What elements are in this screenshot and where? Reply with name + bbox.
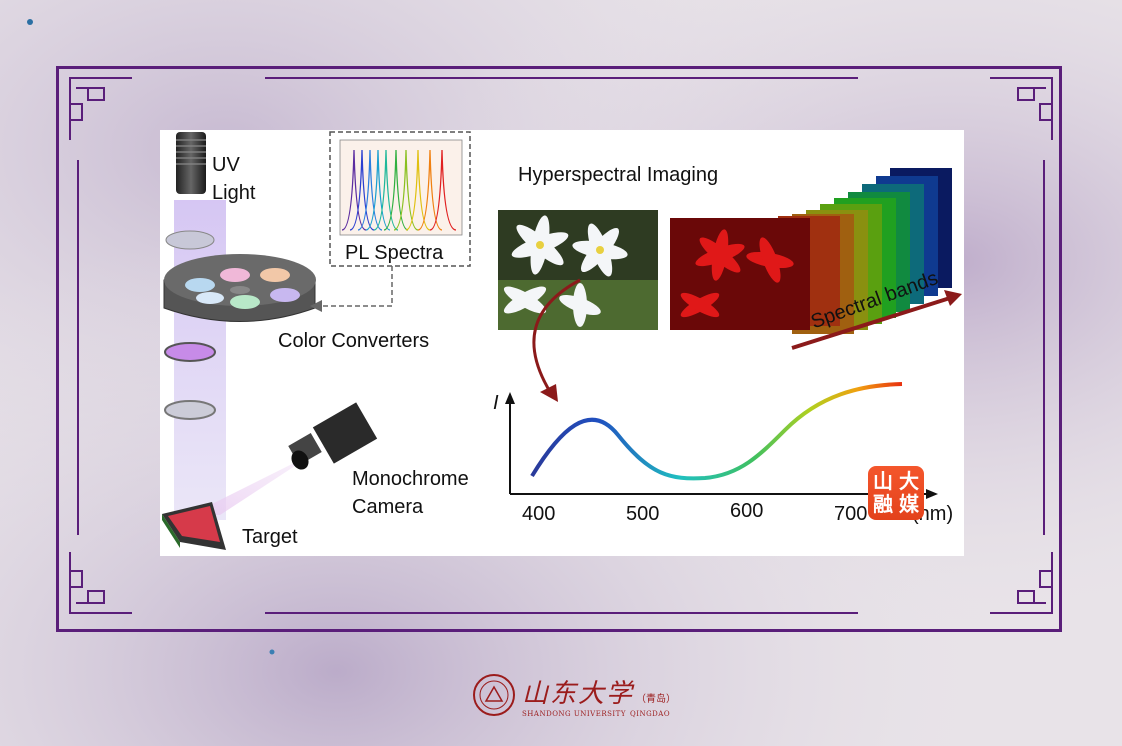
- flower-photo: [498, 210, 658, 330]
- light-label: Light: [212, 182, 256, 204]
- uv-label: UV: [212, 154, 240, 176]
- target-icon: [162, 502, 226, 550]
- tick-400: 400: [522, 503, 556, 525]
- university-logo: 山东大学 （青岛） SHANDONG UNIVERSITY QINGDAO: [472, 672, 676, 718]
- badge-char: 媒: [899, 492, 919, 516]
- badge-char: 山: [873, 469, 893, 493]
- decorative-frame: [56, 66, 1062, 632]
- campus-name-en: QINGDAO: [629, 709, 671, 718]
- university-name-cn: 山东大学: [522, 678, 635, 709]
- monochrome-camera-icon: [288, 402, 378, 470]
- target-label: Target: [242, 526, 298, 548]
- campus-name-cn: （青岛）: [636, 693, 677, 705]
- filter-wheel-icon: [163, 254, 316, 322]
- hyperspectral-imaging-label: Hyperspectral Imaging: [518, 164, 719, 186]
- university-seal-icon: [473, 674, 515, 716]
- axis-intensity-label: I: [493, 392, 499, 414]
- camera-label: Camera: [352, 496, 424, 518]
- monochrome-label: Monochrome: [352, 468, 469, 490]
- spectral-image-stack: [670, 168, 952, 334]
- badge-char: 大: [899, 469, 919, 493]
- figure-panel: [160, 130, 964, 556]
- optical-setup-illustration: [162, 131, 962, 550]
- media-logo-badge: 山 大 融 媒: [868, 466, 924, 520]
- uv-lamp-icon: [176, 132, 206, 194]
- spectrum-curve: [530, 382, 903, 481]
- color-converters-label: Color Converters: [278, 330, 430, 352]
- pl-spectra-label: PL Spectra: [345, 242, 444, 264]
- badge-char: 融: [873, 492, 893, 516]
- tick-500: 500: [626, 503, 660, 525]
- university-name-en: SHANDONG UNIVERSITY: [522, 709, 626, 718]
- tick-600: 600: [730, 500, 764, 522]
- tick-700: 700: [834, 503, 868, 525]
